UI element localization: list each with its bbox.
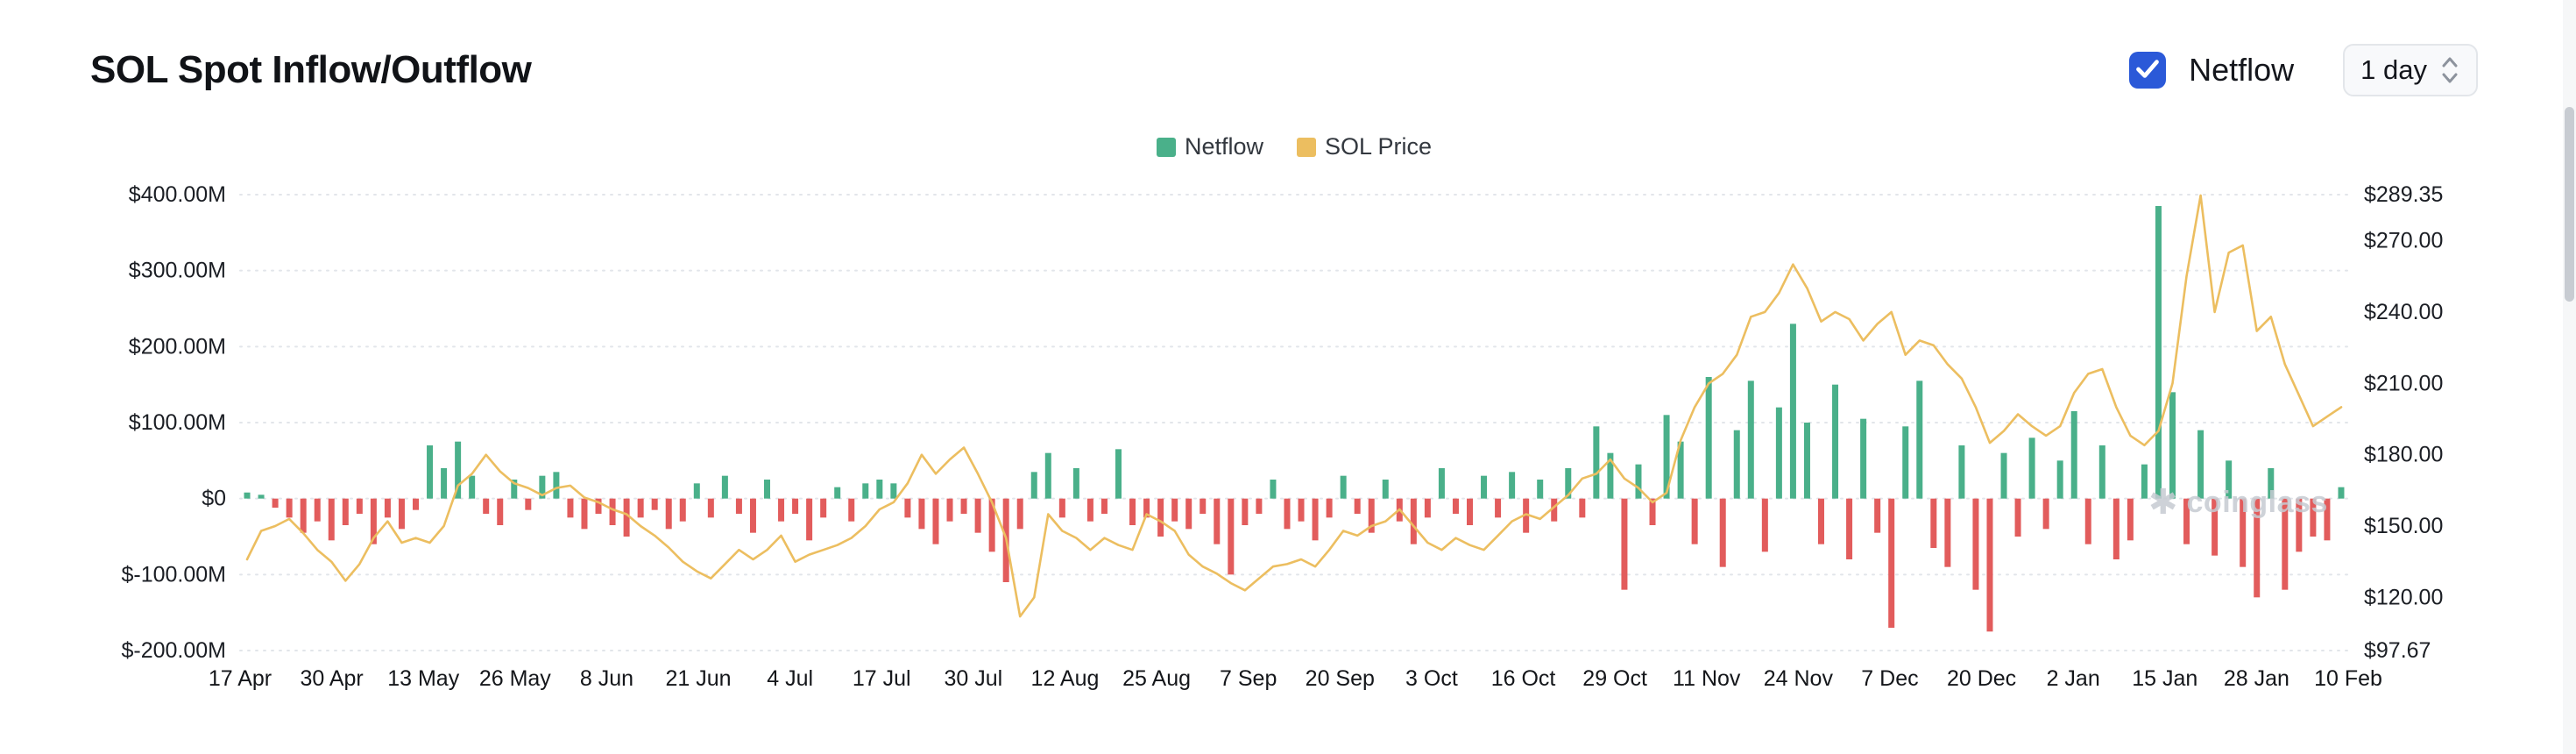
legend-item-sol-price[interactable]: SOL Price [1296,133,1433,160]
svg-text:$0: $0 [202,487,226,511]
gridlines [239,194,2349,651]
svg-text:30 Apr: 30 Apr [300,666,363,691]
svg-text:21 Jun: 21 Jun [666,666,732,691]
scrollbar-track[interactable] [2563,0,2576,754]
svg-text:16 Oct: 16 Oct [1491,666,1556,691]
stepper-icon [2439,53,2460,87]
svg-text:12 Aug: 12 Aug [1031,666,1100,691]
svg-text:28 Jan: 28 Jan [2224,666,2289,691]
svg-text:30 Jul: 30 Jul [945,666,1003,691]
check-icon [2129,50,2166,91]
netflow-bars[interactable] [244,206,2345,632]
chart-legend: Netflow SOL Price [240,133,2348,160]
svg-text:$180.00: $180.00 [2364,443,2443,467]
svg-text:26 May: 26 May [479,666,551,691]
svg-text:11 Nov: 11 Nov [1673,666,1741,691]
svg-text:$200.00M: $200.00M [129,334,226,359]
svg-text:$210.00: $210.00 [2364,371,2443,395]
header-controls: Netflow 1 day [2129,44,2478,96]
svg-text:24 Nov: 24 Nov [1764,666,1834,691]
svg-text:3 Oct: 3 Oct [1405,666,1458,691]
svg-text:25 Aug: 25 Aug [1122,666,1191,691]
interval-value: 1 day [2360,54,2427,85]
svg-text:20 Sep: 20 Sep [1306,666,1375,691]
svg-text:10 Feb: 10 Feb [2314,666,2382,691]
svg-text:4 Jul: 4 Jul [767,666,813,691]
svg-text:7 Dec: 7 Dec [1861,666,1918,691]
interval-select[interactable]: 1 day [2343,44,2478,96]
svg-text:$120.00: $120.00 [2364,585,2443,609]
svg-text:$150.00: $150.00 [2364,514,2443,538]
scrollbar-thumb[interactable] [2565,107,2574,302]
svg-text:15 Jan: 15 Jan [2132,666,2197,691]
svg-text:$270.00: $270.00 [2364,228,2443,253]
header: SOL Spot Inflow/Outflow Netflow 1 day [0,39,2576,102]
legend-label: Netflow [1184,133,1263,160]
sol-price-swatch-icon [1296,137,1316,157]
svg-text:$400.00M: $400.00M [129,182,226,207]
x-axis-labels: 17 Apr 30 Apr 13 May 26 May 8 Jun 21 Jun 4 Jul… [209,666,2382,691]
svg-text:20 Dec: 20 Dec [1947,666,2016,691]
svg-text:$300.00M: $300.00M [129,259,226,283]
netflow-checkbox[interactable] [2129,50,2167,91]
page-title: SOL Spot Inflow/Outflow [90,48,532,91]
svg-text:8 Jun: 8 Jun [580,666,633,691]
price-line [245,194,2343,618]
legend-label: SOL Price [1324,133,1433,160]
svg-text:$240.00: $240.00 [2364,300,2443,324]
svg-text:7 Sep: 7 Sep [1220,666,1277,691]
legend-item-netflow[interactable]: Netflow [1156,133,1263,160]
svg-text:$-200.00M: $-200.00M [121,638,226,663]
left-axis-labels: $400.00M $300.00M $200.00M $100.00M $0 $-100.… [121,182,226,663]
svg-text:2 Jan: 2 Jan [2047,666,2100,691]
netflow-checkbox-label[interactable]: Netflow [2189,52,2295,88]
svg-text:17 Jul: 17 Jul [853,666,911,691]
svg-text:29 Oct: 29 Oct [1582,666,1647,691]
svg-text:$289.35: $289.35 [2364,182,2443,207]
right-axis-labels: $289.35 $270.00 $240.00 $210.00 $180.00 $150.… [2364,182,2443,663]
svg-text:13 May: 13 May [387,666,459,691]
svg-text:17 Apr: 17 Apr [209,666,272,691]
netflow-swatch-icon [1156,137,1176,157]
svg-text:$-100.00M: $-100.00M [121,562,226,587]
svg-text:$97.67: $97.67 [2364,638,2431,663]
svg-text:$100.00M: $100.00M [129,410,226,435]
